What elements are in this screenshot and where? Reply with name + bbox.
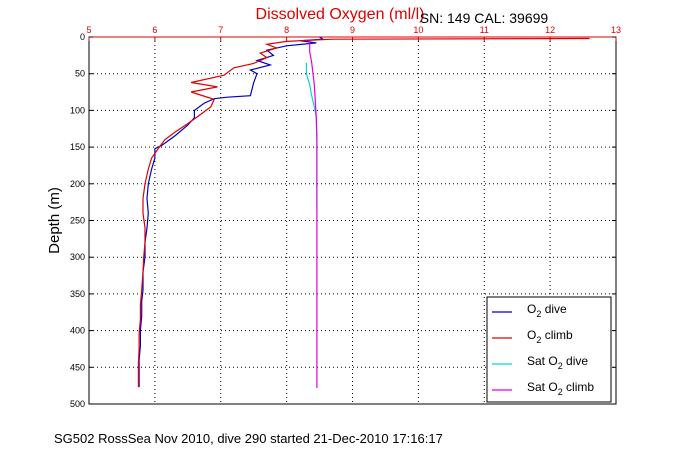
y-tick-label: 200 — [70, 179, 85, 189]
legend-label: Sat O2 dive — [527, 354, 588, 371]
x-tick-label: 13 — [611, 25, 621, 35]
y-tick-label: 150 — [70, 142, 85, 152]
x-tick-label: 12 — [545, 25, 555, 35]
x-tick-label: 5 — [86, 25, 91, 35]
y-tick-label: 400 — [70, 326, 85, 336]
y-tick-label: 100 — [70, 105, 85, 115]
x-tick-label: 6 — [152, 25, 157, 35]
serial-calibration-label: SN: 149 CAL: 39699 — [420, 10, 549, 26]
y-tick-label: 250 — [70, 216, 85, 226]
legend-label: O2 climb — [527, 328, 573, 345]
y-tick-label: 500 — [70, 399, 85, 409]
legend: O2 dive O2 climb Sat O2 dive Sat O2 climb — [486, 296, 612, 403]
legend-label: Sat O2 climb — [527, 380, 594, 397]
y-tick-label: 0 — [80, 32, 85, 42]
series-lines — [137, 36, 590, 388]
axis-ticks: 5 6 7 8 9 10 11 12 13 0 50 100 150 200 250 300 350 400 450… — [70, 25, 621, 409]
y-tick-label: 450 — [70, 362, 85, 372]
legend-label: O2 dive — [527, 302, 567, 319]
series-line-1 — [138, 36, 325, 388]
y-axis-label: Depth (m) — [46, 187, 63, 254]
series-line-2 — [137, 37, 590, 388]
x-tick-label: 11 — [480, 25, 489, 35]
y-tick-label: 300 — [70, 252, 85, 262]
legend-box — [486, 296, 612, 403]
dive-caption: SG502 RossSea Nov 2010, dive 290 started… — [54, 431, 443, 446]
series-line-3 — [305, 62, 318, 210]
y-tick-label: 50 — [75, 69, 85, 79]
x-tick-label: 10 — [413, 25, 423, 35]
x-tick-label: 8 — [284, 25, 289, 35]
y-tick-label: 350 — [70, 289, 85, 299]
series-line-4 — [309, 40, 318, 388]
chart-title: Dissolved Oxygen (ml/l) — [256, 6, 425, 23]
x-tick-label: 9 — [350, 25, 355, 35]
x-tick-label: 7 — [218, 25, 223, 35]
